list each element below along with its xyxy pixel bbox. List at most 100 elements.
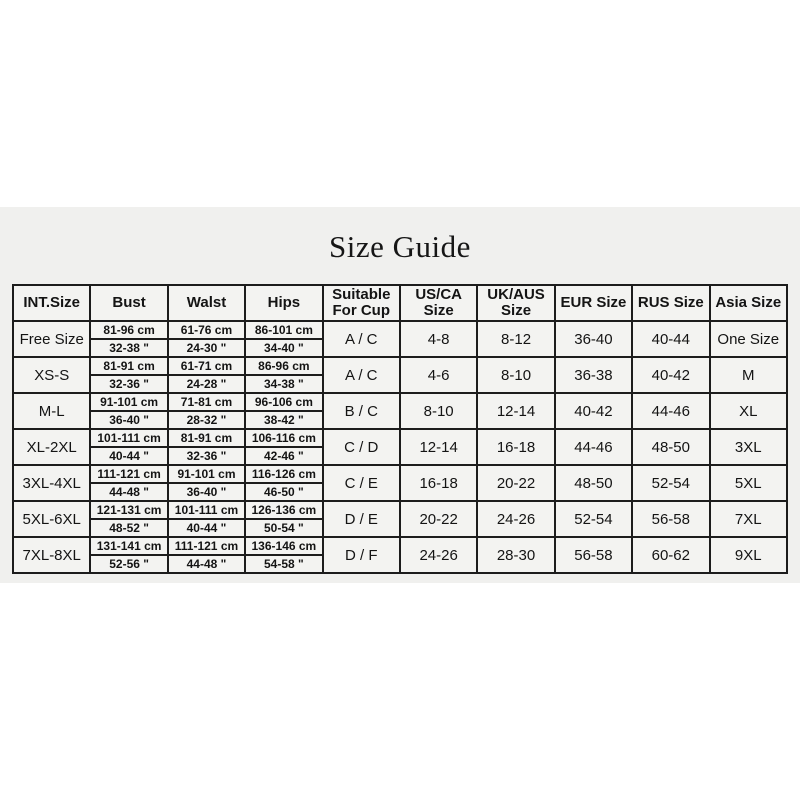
cell-waist-cm: 61-76 cm <box>166 320 247 340</box>
cell-uk-aus: 8-10 <box>476 356 556 394</box>
cell-rus: 60-62 <box>631 536 711 574</box>
cell-bust-cm: 81-96 cm <box>89 320 169 340</box>
cell-rus: 52-54 <box>631 464 711 502</box>
cell-bust-in: 32-36 " <box>89 374 169 394</box>
cell-eur: 52-54 <box>553 500 634 538</box>
col-header-waist: Walst <box>166 284 247 322</box>
cell-bust-in: 48-52 " <box>89 518 169 538</box>
size-guide-panel: Size Guide INT.Size Bust Walst Hips Suit… <box>0 207 800 583</box>
cell-rus: 44-46 <box>631 392 711 430</box>
cell-bust-cm: 111-121 cm <box>89 464 169 484</box>
cell-waist-in: 24-30 " <box>166 338 247 358</box>
cell-hips-cm: 96-106 cm <box>244 392 324 412</box>
table-row-free-size: Free Size 81-96 cm 61-76 cm 86-101 cm A … <box>11 320 789 358</box>
cell-asia: 7XL <box>708 500 789 538</box>
cell-eur: 48-50 <box>553 464 634 502</box>
col-header-rus: RUS Size <box>631 284 711 322</box>
cell-hips-in: 34-40 " <box>244 338 324 358</box>
cell-cup: A / C <box>321 320 401 358</box>
table-subrow-7xl-8xl: 52-56 " 44-48 " 54-58 " <box>13 554 787 574</box>
cell-hips-in: 38-42 " <box>244 410 324 430</box>
cell-uk-aus: 8-12 <box>476 320 556 358</box>
cell-eur: 36-38 <box>553 356 634 394</box>
table-row-m-l: M-L 91-101 cm 71-81 cm 96-106 cm B / C 8… <box>11 392 789 430</box>
table-subrow-free-size: 32-38 " 24-30 " 34-40 " <box>13 338 787 358</box>
cell-us-ca: 20-22 <box>398 500 479 538</box>
size-guide-table: INT.Size Bust Walst Hips Suitable For Cu… <box>11 284 789 574</box>
cell-uk-aus: 20-22 <box>476 464 556 502</box>
cell-waist-in: 24-28 " <box>166 374 247 394</box>
cell-eur: 36-40 <box>553 320 634 358</box>
cell-hips-cm: 136-146 cm <box>244 536 324 556</box>
col-header-asia: Asia Size <box>708 284 789 322</box>
cell-cup: C / D <box>321 428 401 466</box>
cell-waist-cm: 71-81 cm <box>166 392 247 412</box>
cell-asia: M <box>708 356 789 394</box>
table-row-xl-2xl: XL-2XL 101-111 cm 81-91 cm 106-116 cm C … <box>11 428 789 466</box>
cell-asia: 3XL <box>708 428 789 466</box>
table-subrow-3xl-4xl: 44-48 " 36-40 " 46-50 " <box>13 482 787 502</box>
cell-bust-cm: 81-91 cm <box>89 356 169 376</box>
cell-asia: 5XL <box>708 464 789 502</box>
table-subrow-5xl-6xl: 48-52 " 40-44 " 50-54 " <box>13 518 787 538</box>
cell-cup: C / E <box>321 464 401 502</box>
cell-int-size: M-L <box>11 392 92 430</box>
cell-int-size: 3XL-4XL <box>11 464 92 502</box>
cell-us-ca: 12-14 <box>398 428 479 466</box>
cell-hips-cm: 106-116 cm <box>244 428 324 448</box>
cell-rus: 40-42 <box>631 356 711 394</box>
cell-int-size: 7XL-8XL <box>11 536 92 574</box>
cell-bust-in: 44-48 " <box>89 482 169 502</box>
cell-waist-in: 28-32 " <box>166 410 247 430</box>
cell-us-ca: 4-6 <box>398 356 479 394</box>
cell-bust-in: 32-38 " <box>89 338 169 358</box>
cell-bust-in: 36-40 " <box>89 410 169 430</box>
cell-uk-aus: 24-26 <box>476 500 556 538</box>
cell-bust-cm: 121-131 cm <box>89 500 169 520</box>
cell-waist-cm: 111-121 cm <box>166 536 247 556</box>
cell-hips-in: 42-46 " <box>244 446 324 466</box>
col-header-bust: Bust <box>89 284 169 322</box>
cell-bust-in: 40-44 " <box>89 446 169 466</box>
cell-us-ca: 4-8 <box>398 320 479 358</box>
cell-hips-in: 34-38 " <box>244 374 324 394</box>
table-row-7xl-8xl: 7XL-8XL 131-141 cm 111-121 cm 136-146 cm… <box>11 536 789 574</box>
cell-rus: 56-58 <box>631 500 711 538</box>
cell-hips-in: 54-58 " <box>244 554 324 574</box>
cell-cup: D / F <box>321 536 401 574</box>
cell-waist-in: 32-36 " <box>166 446 247 466</box>
cell-int-size: XS-S <box>11 356 92 394</box>
cell-asia: 9XL <box>708 536 789 574</box>
cell-hips-in: 46-50 " <box>244 482 324 502</box>
col-header-cup: Suitable For Cup <box>321 284 401 322</box>
cell-waist-cm: 91-101 cm <box>166 464 247 484</box>
col-header-uk-aus: UK/AUS Size <box>476 284 556 322</box>
cell-hips-in: 50-54 " <box>244 518 324 538</box>
cell-asia: One Size <box>708 320 789 358</box>
header-row: INT.Size Bust Walst Hips Suitable For Cu… <box>11 284 789 322</box>
cell-hips-cm: 86-96 cm <box>244 356 324 376</box>
cell-waist-in: 44-48 " <box>166 554 247 574</box>
cell-uk-aus: 16-18 <box>476 428 556 466</box>
cell-int-size: Free Size <box>11 320 92 358</box>
cell-int-size: XL-2XL <box>11 428 92 466</box>
cell-cup: D / E <box>321 500 401 538</box>
col-header-int-size: INT.Size <box>11 284 92 322</box>
cell-waist-cm: 101-111 cm <box>166 500 247 520</box>
table-row-xs-s: XS-S 81-91 cm 61-71 cm 86-96 cm A / C 4-… <box>11 356 789 394</box>
cell-asia: XL <box>708 392 789 430</box>
cell-cup: A / C <box>321 356 401 394</box>
cell-us-ca: 8-10 <box>398 392 479 430</box>
cell-waist-cm: 81-91 cm <box>166 428 247 448</box>
cell-hips-cm: 86-101 cm <box>244 320 324 340</box>
cell-waist-in: 40-44 " <box>166 518 247 538</box>
cell-cup: B / C <box>321 392 401 430</box>
table-subrow-xs-s: 32-36 " 24-28 " 34-38 " <box>13 374 787 394</box>
cell-us-ca: 24-26 <box>398 536 479 574</box>
cell-hips-cm: 126-136 cm <box>244 500 324 520</box>
cell-bust-in: 52-56 " <box>89 554 169 574</box>
cell-hips-cm: 116-126 cm <box>244 464 324 484</box>
cell-bust-cm: 101-111 cm <box>89 428 169 448</box>
cell-uk-aus: 28-30 <box>476 536 556 574</box>
